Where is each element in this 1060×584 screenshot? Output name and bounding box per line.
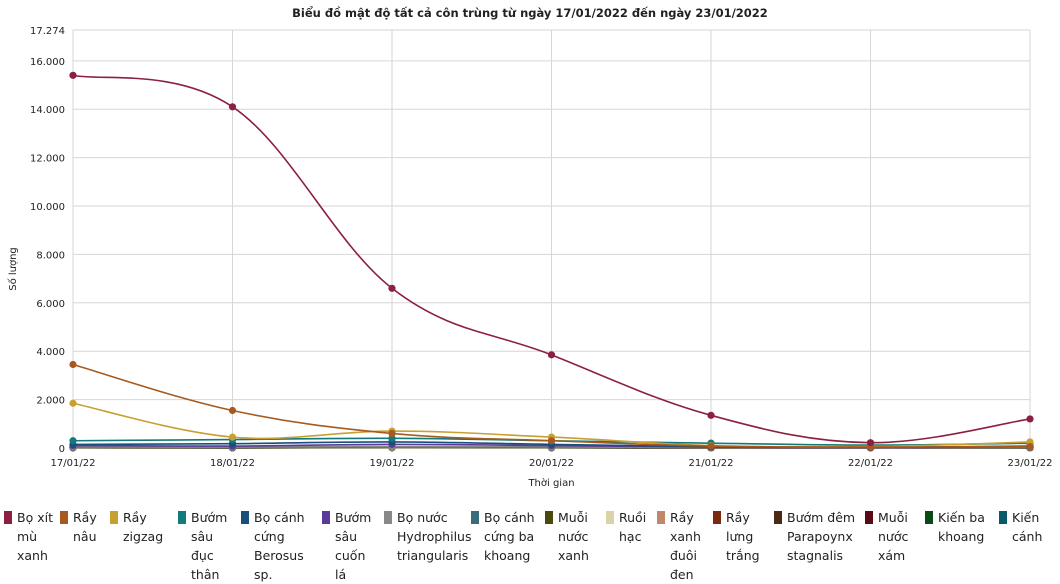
legend-label: Bọ xít mù xanh — [17, 508, 54, 565]
legend-label: Bướm sâu cuốn lá — [335, 508, 378, 584]
y-axis-label: Số lượng — [7, 247, 19, 291]
data-point[interactable] — [707, 442, 714, 449]
legend-swatch — [606, 511, 614, 524]
legend-item[interactable]: Rầy xanh đuôi đen — [657, 508, 709, 584]
legend-swatch — [865, 511, 873, 524]
x-axis-label: Thời gian — [527, 477, 574, 489]
legend-item[interactable]: Bướm sâu đục thân — [178, 508, 236, 584]
legend-item[interactable]: Kiến ba khoang — [925, 508, 995, 546]
legend-item[interactable]: Rầy lưng trắng — [713, 508, 769, 565]
legend-swatch — [545, 511, 553, 524]
data-point[interactable] — [69, 400, 76, 407]
data-point[interactable] — [229, 434, 236, 441]
grid-lines — [73, 30, 1030, 448]
x-tick-label: 22/01/22 — [848, 458, 893, 469]
data-point[interactable] — [1026, 415, 1033, 422]
data-point[interactable] — [229, 103, 236, 110]
y-tick-label: 6.000 — [36, 299, 65, 310]
data-point[interactable] — [1026, 443, 1033, 450]
y-tick-label: 10.000 — [30, 202, 65, 213]
legend-label: Rầy zigzag — [123, 508, 170, 546]
legend-swatch — [925, 511, 933, 524]
x-tick-label: 21/01/22 — [689, 458, 734, 469]
x-tick-label: 20/01/22 — [529, 458, 574, 469]
legend-swatch — [241, 511, 249, 524]
x-tick-label: 23/01/22 — [1008, 458, 1053, 469]
x-tick-label: 19/01/22 — [370, 458, 415, 469]
legend-item[interactable]: Muỗi nước xanh — [545, 508, 601, 565]
x-tick-label: 18/01/22 — [210, 458, 255, 469]
data-point[interactable] — [388, 430, 395, 437]
legend-item[interactable]: Bọ cánh cứng Berosus sp. — [241, 508, 317, 584]
legend-label: Bọ cánh cứng Berosus sp. — [254, 508, 317, 584]
legend-swatch — [60, 511, 68, 524]
data-point[interactable] — [388, 285, 395, 292]
legend-item[interactable]: Rầy zigzag — [110, 508, 170, 546]
legend-swatch — [322, 511, 330, 524]
y-tick-label: 16.000 — [30, 57, 65, 68]
legend-item[interactable]: Kiến cánh — [999, 508, 1055, 546]
y-tick-label: 14.000 — [30, 105, 65, 116]
legend-label: Kiến ba khoang — [938, 508, 995, 546]
data-point[interactable] — [69, 361, 76, 368]
legend-label: Rầy nâu — [73, 508, 106, 546]
legend-label: Kiến cánh — [1012, 508, 1055, 546]
line-chart: 0 2.000 4.000 6.000 8.000 10.000 12.000 14.000 1… — [0, 0, 1060, 505]
data-point[interactable] — [69, 437, 76, 444]
data-point[interactable] — [229, 407, 236, 414]
legend-swatch — [384, 511, 392, 524]
legend-label: Ruồi hạc — [619, 508, 652, 546]
legend-swatch — [178, 511, 186, 524]
y-tick-label: 12.000 — [30, 154, 65, 165]
legend-label: Muỗi nước xanh — [558, 508, 601, 565]
legend-label: Bọ nước Hydrophilus triangularis — [397, 508, 471, 565]
legend-label: Rầy lưng trắng — [726, 508, 769, 565]
y-tick-label: 4.000 — [36, 347, 65, 358]
legend-swatch — [713, 511, 721, 524]
legend-item[interactable]: Bọ xít mù xanh — [4, 508, 54, 565]
y-tick-label: 8.000 — [36, 250, 65, 261]
x-tick-label: 17/01/22 — [51, 458, 96, 469]
legend-item[interactable]: Bướm đêm Parapoynx stagnalis — [774, 508, 860, 565]
y-axis-ticks: 0 2.000 4.000 6.000 8.000 10.000 12.000 14.000 1… — [30, 26, 65, 455]
legend-swatch — [999, 511, 1007, 524]
x-axis-ticks: 17/01/22 18/01/22 19/01/22 20/01/22 21/01/22… — [51, 458, 1053, 469]
data-point[interactable] — [548, 437, 555, 444]
legend-swatch — [110, 511, 118, 524]
data-point[interactable] — [548, 351, 555, 358]
y-tick-label: 17.274 — [30, 26, 65, 37]
legend-label: Rầy xanh đuôi đen — [670, 508, 709, 584]
legend-swatch — [774, 511, 782, 524]
legend-item[interactable]: Bọ nước Hydrophilus triangularis — [384, 508, 466, 565]
y-tick-label: 2.000 — [36, 396, 65, 407]
legend-item[interactable]: Muỗi nước xám — [865, 508, 921, 565]
data-point[interactable] — [867, 439, 874, 446]
data-point[interactable] — [69, 72, 76, 79]
legend-label: Bọ cánh cứng ba khoang — [484, 508, 541, 565]
legend-item[interactable]: Bướm sâu cuốn lá — [322, 508, 378, 584]
legend-label: Muỗi nước xám — [878, 508, 921, 565]
legend-swatch — [471, 511, 479, 524]
legend-label: Bướm sâu đục thân — [191, 508, 236, 584]
legend-item[interactable]: Ruồi hạc — [606, 508, 652, 546]
legend-swatch — [657, 511, 665, 524]
data-point[interactable] — [707, 412, 714, 419]
y-tick-label: 0 — [59, 444, 65, 455]
legend-item[interactable]: Rầy nâu — [60, 508, 106, 546]
legend-swatch — [4, 511, 12, 524]
legend-item[interactable]: Bọ cánh cứng ba khoang — [471, 508, 541, 565]
legend-label: Bướm đêm Parapoynx stagnalis — [787, 508, 860, 565]
